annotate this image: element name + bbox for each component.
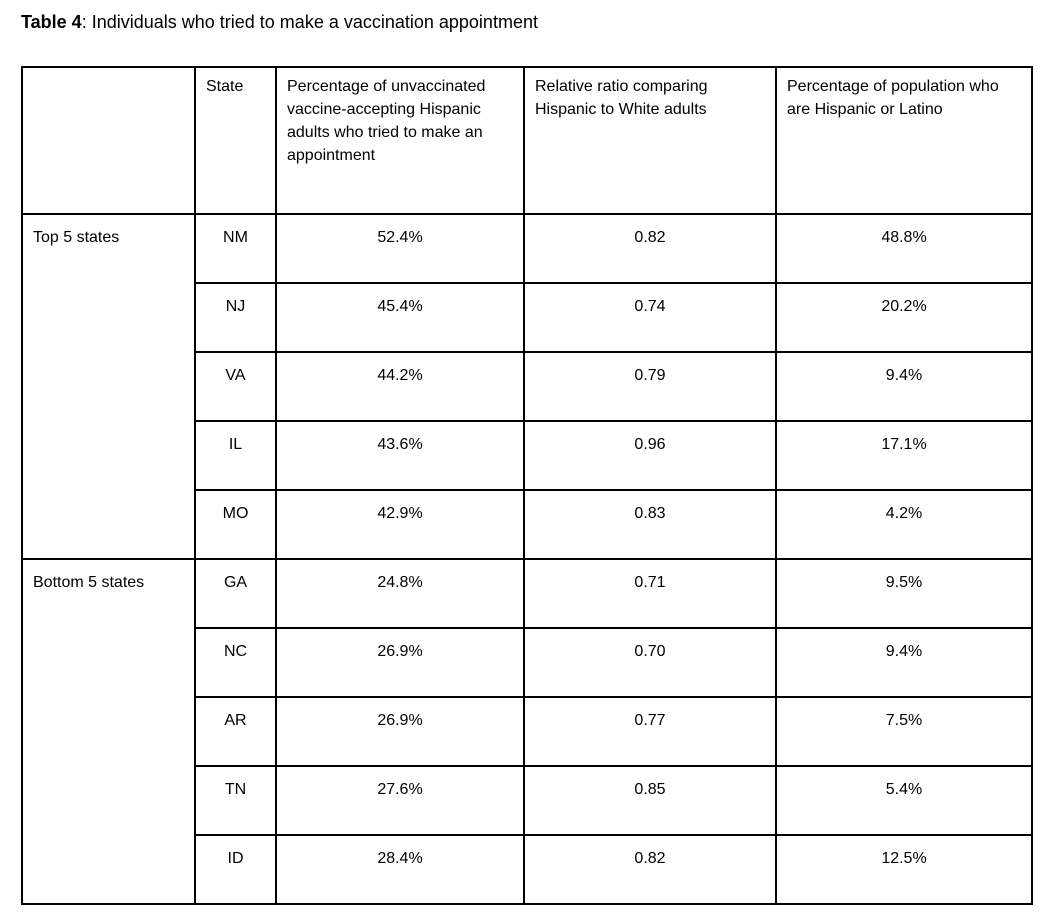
pop-cell: 7.5%: [775, 696, 1033, 767]
state-cell: NJ: [194, 282, 277, 353]
ratio-cell: 0.77: [523, 696, 777, 767]
header-percentage-tried-text: Percentage of unvaccinated vaccine-accep…: [287, 78, 486, 164]
pct-tried-cell: 26.9%: [275, 627, 525, 698]
table-row-nj: NJ 45.4% 0.74 20.2%: [22, 282, 1033, 353]
ratio-cell: 0.74: [523, 282, 777, 353]
table-row-mo: MO 42.9% 0.83 4.2%: [22, 489, 1033, 560]
ratio-cell: 0.82: [523, 213, 777, 284]
ratio-cell: 0.96: [523, 420, 777, 491]
pct-tried-cell: 24.8%: [275, 558, 525, 629]
ratio-cell: 0.82: [523, 834, 777, 905]
group-cell-bottom-5-states: Bottom 5 states: [21, 558, 196, 905]
table-row-il: IL 43.6% 0.96 17.1%: [22, 420, 1033, 491]
pct-tried-cell: 27.6%: [275, 765, 525, 836]
pop-cell: 9.4%: [775, 627, 1033, 698]
header-cell-percentage-tried: Percentage of unvaccinated vaccine-accep…: [275, 66, 525, 215]
pct-tried-cell: 45.4%: [275, 282, 525, 353]
table-caption-label: Table 4: [21, 12, 82, 32]
table-caption-text: : Individuals who tried to make a vaccin…: [81, 12, 538, 32]
state-cell: IL: [194, 420, 277, 491]
state-cell: NC: [194, 627, 277, 698]
table-row-va: VA 44.2% 0.79 9.4%: [22, 351, 1033, 422]
pop-cell: 4.2%: [775, 489, 1033, 560]
table-caption: Table 4: Individuals who tried to make a…: [21, 11, 538, 33]
pop-cell: 9.5%: [775, 558, 1033, 629]
pop-cell: 17.1%: [775, 420, 1033, 491]
pct-tried-cell: 26.9%: [275, 696, 525, 767]
table-row-ga: Bottom 5 states GA 24.8% 0.71 9.5%: [21, 558, 1033, 905]
pop-cell: 48.8%: [775, 213, 1033, 284]
ratio-cell: 0.71: [523, 558, 777, 629]
state-cell: GA: [194, 558, 277, 629]
state-cell: AR: [194, 696, 277, 767]
header-relative-ratio-text: Relative ratio comparing Hispanic to Whi…: [535, 78, 708, 118]
state-cell: ID: [194, 834, 277, 905]
table-row-nc: NC 26.9% 0.70 9.4%: [22, 627, 1033, 698]
state-cell: VA: [194, 351, 277, 422]
table-row-ar: AR 26.9% 0.77 7.5%: [22, 696, 1033, 767]
ratio-cell: 0.85: [523, 765, 777, 836]
data-table: State Percentage of unvaccinated vaccine…: [21, 66, 1033, 905]
table-row-nm: Top 5 states NM 52.4% 0.82 48.8%: [21, 213, 1033, 560]
pct-tried-cell: 44.2%: [275, 351, 525, 422]
pct-tried-cell: 43.6%: [275, 420, 525, 491]
header-cell-empty: [21, 66, 196, 215]
pct-tried-cell: 42.9%: [275, 489, 525, 560]
header-cell-state: State: [194, 66, 277, 215]
pop-cell: 12.5%: [775, 834, 1033, 905]
table-header-row: State Percentage of unvaccinated vaccine…: [21, 66, 1033, 215]
state-cell: TN: [194, 765, 277, 836]
state-cell: MO: [194, 489, 277, 560]
pct-tried-cell: 28.4%: [275, 834, 525, 905]
ratio-cell: 0.70: [523, 627, 777, 698]
table-row-tn: TN 27.6% 0.85 5.4%: [22, 765, 1033, 836]
header-cell-population-hispanic: Percentage of population who are Hispani…: [775, 66, 1033, 215]
header-population-hispanic-text: Percentage of population who are Hispani…: [787, 78, 999, 118]
header-cell-relative-ratio: Relative ratio comparing Hispanic to Whi…: [523, 66, 777, 215]
state-cell: NM: [194, 213, 277, 284]
ratio-cell: 0.83: [523, 489, 777, 560]
group-cell-top-5-states: Top 5 states: [21, 213, 196, 560]
ratio-cell: 0.79: [523, 351, 777, 422]
pop-cell: 9.4%: [775, 351, 1033, 422]
table-row-id: ID 28.4% 0.82 12.5%: [22, 834, 1033, 905]
pop-cell: 5.4%: [775, 765, 1033, 836]
pop-cell: 20.2%: [775, 282, 1033, 353]
pct-tried-cell: 52.4%: [275, 213, 525, 284]
